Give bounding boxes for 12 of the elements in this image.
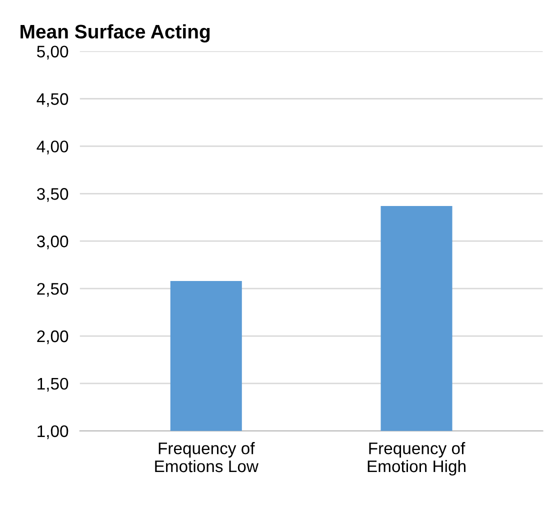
- y-tick-label: 4,50: [36, 93, 68, 107]
- y-tick-label: 1,00: [38, 425, 68, 440]
- y-tick-label: 1,50: [38, 378, 68, 392]
- x-tick-label: Frequency of Emotion High: [368, 442, 466, 476]
- y-tick-label: 2,50: [37, 282, 68, 297]
- y-tick-label: 3,50: [36, 188, 68, 202]
- x-tick-label: Frequency of Emotions Low: [155, 442, 259, 472]
- y-tick-label: 3,00: [36, 236, 68, 250]
- chart-title: Mean Surface Acting: [20, 24, 210, 42]
- y-tick-label: 5,00: [37, 46, 68, 60]
- y-tick-label: 2,00: [37, 330, 68, 344]
- y-tick-label: 4,00: [36, 140, 68, 154]
